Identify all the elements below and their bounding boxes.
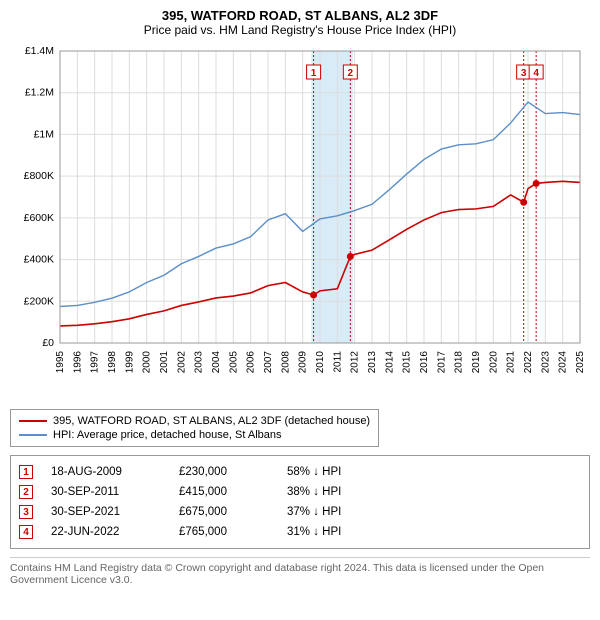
transaction-row: 3 30-SEP-2021 £675,000 37% ↓ HPI	[19, 502, 581, 522]
svg-text:2001: 2001	[159, 351, 170, 374]
transaction-price: £765,000	[179, 526, 269, 538]
svg-text:1: 1	[311, 68, 317, 79]
svg-text:2021: 2021	[506, 351, 517, 374]
svg-text:1999: 1999	[124, 351, 135, 374]
transaction-date: 30-SEP-2011	[51, 486, 161, 498]
svg-text:2018: 2018	[454, 351, 465, 374]
svg-text:2014: 2014	[384, 351, 395, 374]
transaction-price: £230,000	[179, 466, 269, 478]
svg-text:£1.2M: £1.2M	[25, 87, 54, 99]
page-title: 395, WATFORD ROAD, ST ALBANS, AL2 3DF	[10, 8, 590, 23]
svg-text:2011: 2011	[332, 351, 343, 373]
svg-text:2015: 2015	[402, 351, 413, 374]
svg-text:2016: 2016	[419, 351, 430, 374]
svg-text:2007: 2007	[263, 351, 274, 374]
svg-text:£200K: £200K	[24, 295, 54, 307]
svg-text:2022: 2022	[523, 351, 534, 374]
svg-text:3: 3	[521, 68, 527, 79]
transaction-diff: 38% ↓ HPI	[287, 486, 377, 498]
svg-text:2025: 2025	[575, 351, 586, 374]
chart-legend: 395, WATFORD ROAD, ST ALBANS, AL2 3DF (d…	[10, 409, 379, 447]
legend-swatch	[19, 420, 47, 422]
transaction-date: 18-AUG-2009	[51, 466, 161, 478]
transaction-row: 2 30-SEP-2011 £415,000 38% ↓ HPI	[19, 482, 581, 502]
transaction-diff: 31% ↓ HPI	[287, 526, 377, 538]
page-container: 395, WATFORD ROAD, ST ALBANS, AL2 3DF Pr…	[0, 0, 600, 594]
transaction-date: 30-SEP-2021	[51, 506, 161, 518]
svg-text:2003: 2003	[194, 351, 205, 374]
transaction-row: 4 22-JUN-2022 £765,000 31% ↓ HPI	[19, 522, 581, 542]
svg-text:£1M: £1M	[34, 128, 54, 140]
svg-text:2012: 2012	[350, 351, 361, 374]
transaction-diff: 58% ↓ HPI	[287, 466, 377, 478]
svg-text:1998: 1998	[107, 351, 118, 374]
svg-text:£400K: £400K	[24, 254, 54, 266]
page-subtitle: Price paid vs. HM Land Registry's House …	[10, 23, 590, 37]
legend-swatch	[19, 434, 47, 436]
transaction-marker: 4	[19, 525, 33, 539]
svg-text:2008: 2008	[280, 351, 291, 374]
transaction-row: 1 18-AUG-2009 £230,000 58% ↓ HPI	[19, 462, 581, 482]
transaction-marker: 1	[19, 465, 33, 479]
svg-text:2023: 2023	[540, 351, 551, 374]
svg-text:£1.4M: £1.4M	[25, 45, 54, 57]
svg-text:2002: 2002	[176, 351, 187, 374]
svg-text:2017: 2017	[436, 351, 447, 374]
svg-text:2: 2	[348, 68, 354, 79]
svg-text:2010: 2010	[315, 351, 326, 374]
svg-text:2020: 2020	[488, 351, 499, 374]
svg-text:2009: 2009	[298, 351, 309, 374]
transactions-table: 1 18-AUG-2009 £230,000 58% ↓ HPI 2 30-SEP-201…	[10, 455, 590, 549]
transaction-marker: 2	[19, 485, 33, 499]
svg-text:2013: 2013	[367, 351, 378, 374]
legend-label: HPI: Average price, detached house, St A…	[53, 429, 282, 441]
svg-text:1995: 1995	[55, 351, 66, 374]
svg-text:2019: 2019	[471, 351, 482, 374]
svg-text:1997: 1997	[90, 351, 101, 374]
svg-text:£0: £0	[42, 337, 54, 349]
svg-text:2005: 2005	[228, 351, 239, 374]
transaction-marker: 3	[19, 505, 33, 519]
transaction-diff: 37% ↓ HPI	[287, 506, 377, 518]
legend-item: HPI: Average price, detached house, St A…	[19, 428, 370, 442]
svg-text:2024: 2024	[558, 351, 569, 374]
price-chart: £0 £200K £400K £600K £800K £1M £1.2M £1.4M 1995 1…	[10, 43, 590, 403]
transaction-date: 22-JUN-2022	[51, 526, 161, 538]
svg-text:2004: 2004	[211, 351, 222, 374]
svg-text:4: 4	[533, 68, 539, 79]
legend-label: 395, WATFORD ROAD, ST ALBANS, AL2 3DF (d…	[53, 415, 370, 427]
legend-item: 395, WATFORD ROAD, ST ALBANS, AL2 3DF (d…	[19, 414, 370, 428]
transaction-price: £675,000	[179, 506, 269, 518]
svg-text:2006: 2006	[246, 351, 257, 374]
svg-text:£800K: £800K	[24, 170, 54, 182]
svg-text:1996: 1996	[72, 351, 83, 374]
transaction-price: £415,000	[179, 486, 269, 498]
svg-text:£600K: £600K	[24, 212, 54, 224]
svg-text:2000: 2000	[142, 351, 153, 374]
attribution-text: Contains HM Land Registry data © Crown c…	[10, 557, 590, 586]
